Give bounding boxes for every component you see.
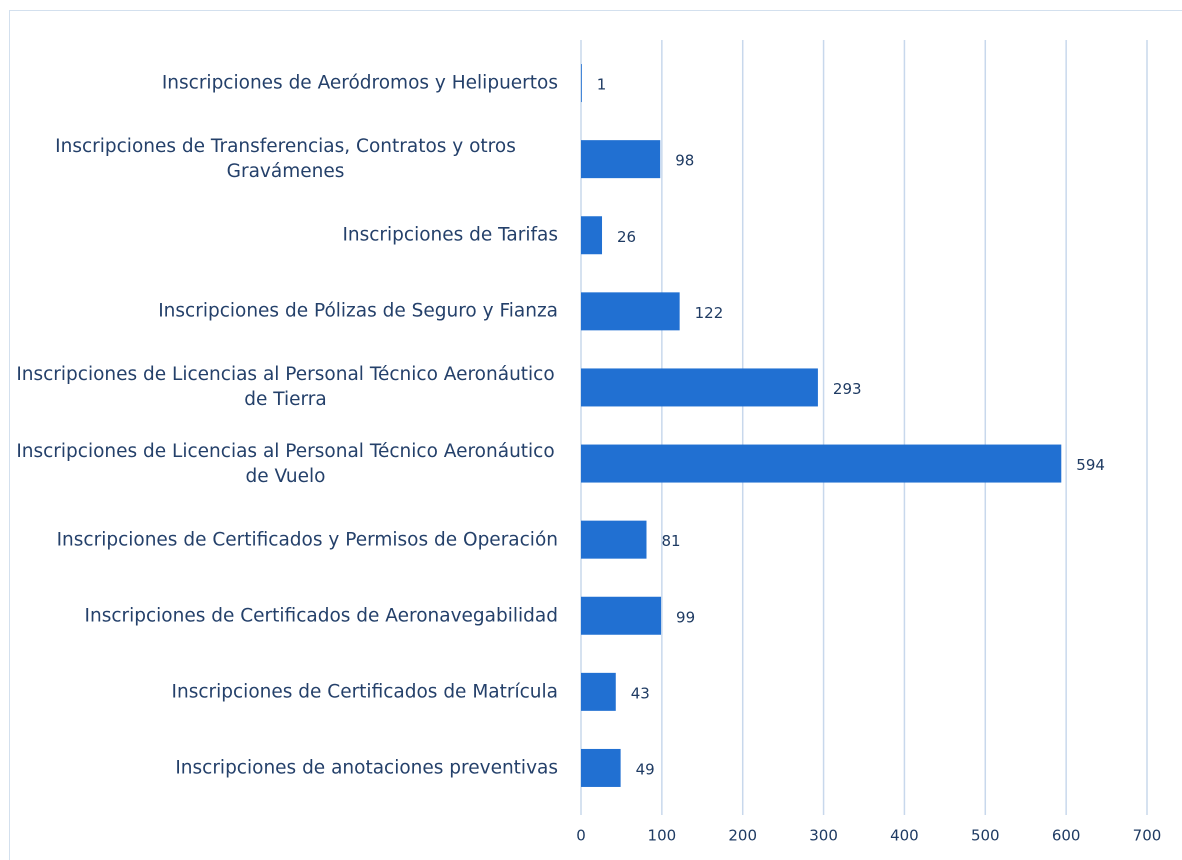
x-tick-label: 700 — [1133, 827, 1162, 845]
bar — [581, 64, 582, 103]
bar — [581, 596, 662, 635]
category-label-box: Inscripciones de Pólizas de Seguro y Fia… — [0, 299, 558, 324]
category-label: Inscripciones de Tarifas — [342, 224, 558, 246]
value-label: 122 — [695, 304, 724, 322]
category-label-box: Inscripciones de Certificados de Aeronav… — [0, 603, 558, 628]
category-label: Inscripciones de Aeródromos y Helipuerto… — [161, 72, 558, 94]
category-label-box: Inscripciones de Certificados y Permisos… — [0, 527, 558, 552]
value-label: 26 — [617, 228, 636, 246]
value-label: 293 — [833, 380, 862, 398]
x-tick-label: 300 — [809, 827, 838, 845]
category-label: Inscripciones de Certificados de Aeronav… — [84, 605, 558, 627]
chart-border — [9, 10, 1182, 860]
category-label: Inscripciones de Certificados y Permisos… — [56, 529, 558, 551]
value-label: 99 — [676, 608, 695, 626]
category-label-box: Inscripciones de anotaciones preventivas — [0, 755, 558, 780]
value-label: 594 — [1076, 456, 1105, 474]
value-label: 49 — [636, 760, 655, 778]
category-label: Inscripciones de anotaciones preventivas — [175, 757, 558, 779]
x-tick-label: 200 — [728, 827, 757, 845]
bar — [581, 520, 647, 559]
category-label: Inscripciones de Licencias al Personal T… — [16, 364, 555, 411]
bar — [581, 140, 661, 179]
category-label: Inscripciones de Certificados de Matrícu… — [171, 681, 558, 703]
category-label: Inscripciones de Pólizas de Seguro y Fia… — [158, 300, 558, 322]
category-label-box: Inscripciones de Tarifas — [0, 223, 558, 248]
x-tick-label: 600 — [1052, 827, 1081, 845]
x-tick-label: 100 — [648, 827, 677, 845]
bar — [581, 368, 818, 407]
category-label-box: Inscripciones de Aeródromos y Helipuerto… — [0, 71, 558, 96]
category-label-box: Inscripciones de Licencias al Personal T… — [0, 362, 558, 412]
x-tick-label: 400 — [890, 827, 919, 845]
bar — [581, 444, 1062, 483]
value-label: 1 — [597, 76, 607, 94]
x-tick-label: 0 — [576, 827, 586, 845]
category-label: Inscripciones de Transferencias, Contrat… — [55, 136, 516, 183]
category-label: Inscripciones de Licencias al Personal T… — [16, 440, 555, 487]
value-label: 81 — [661, 532, 680, 550]
value-label: 98 — [675, 152, 694, 170]
bar — [581, 748, 621, 787]
category-label-box: Inscripciones de Transferencias, Contrat… — [0, 134, 558, 184]
value-label: 43 — [631, 684, 650, 702]
bar — [581, 292, 680, 331]
category-label-box: Inscripciones de Certificados de Matrícu… — [0, 679, 558, 704]
bar — [581, 672, 616, 711]
category-label-box: Inscripciones de Licencias al Personal T… — [0, 439, 558, 489]
x-tick-label: 500 — [971, 827, 1000, 845]
bar — [581, 216, 603, 255]
